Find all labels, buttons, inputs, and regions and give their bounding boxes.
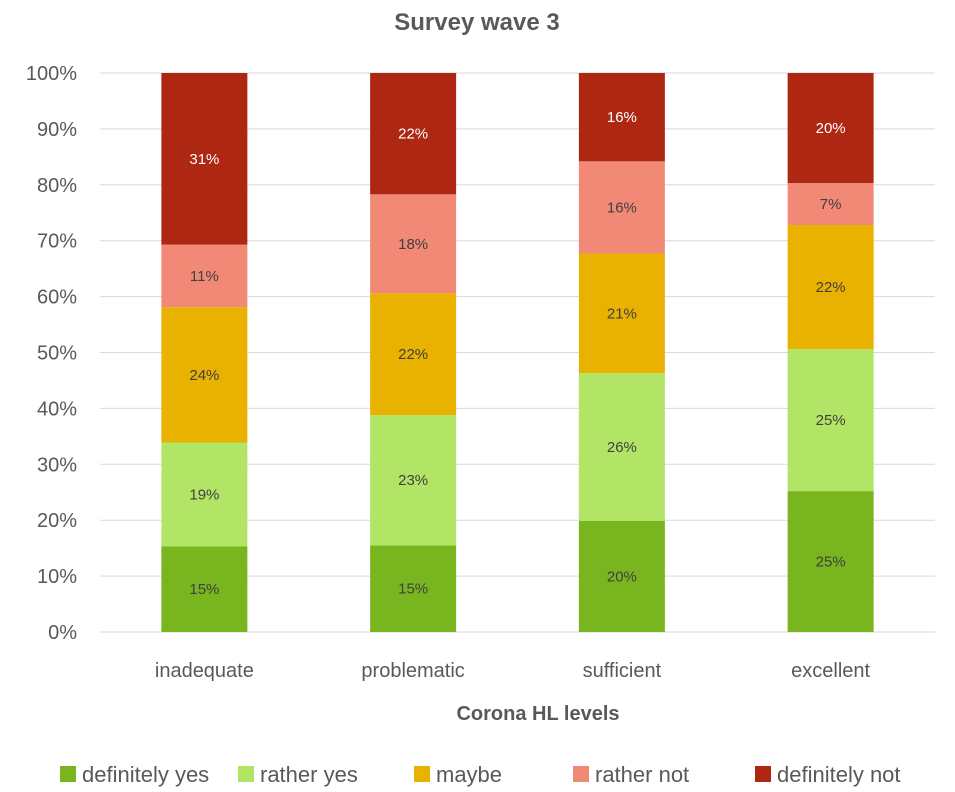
legend-label: rather not (595, 762, 689, 787)
data-label: 24% (189, 367, 219, 384)
data-label: 15% (398, 581, 428, 598)
data-label: 20% (607, 568, 637, 585)
legend-item: rather not (573, 762, 689, 787)
x-tick-label: inadequate (155, 660, 254, 682)
bar-segment (370, 73, 457, 195)
x-axis-title: Corona HL levels (456, 703, 619, 725)
legend-item: maybe (414, 762, 502, 787)
data-label: 22% (816, 279, 846, 296)
legend-item: rather yes (238, 762, 358, 787)
y-tick-label: 20% (37, 510, 77, 532)
bar-segment (370, 415, 457, 546)
bar-segment (578, 73, 665, 162)
bar-segment (578, 253, 665, 374)
x-axis-tick-labels: inadequate problematic sufficient excellent (155, 660, 871, 682)
data-label: 19% (189, 486, 219, 503)
x-tick-label: problematic (361, 660, 464, 682)
data-label: 7% (820, 196, 842, 213)
y-tick-label: 90% (37, 119, 77, 141)
data-label: 25% (816, 554, 846, 571)
legend-label: rather yes (260, 762, 358, 787)
legend-item: definitely not (755, 762, 901, 787)
bar-segment (578, 520, 665, 632)
y-tick-label: 70% (37, 231, 77, 253)
data-label: 25% (816, 412, 846, 429)
y-tick-label: 30% (37, 454, 77, 476)
legend-swatch (573, 766, 589, 782)
legend: definitely yes rather yes maybe rather not d… (60, 762, 901, 787)
y-tick-label: 60% (37, 287, 77, 309)
legend-swatch (414, 766, 430, 782)
x-tick-label: sufficient (583, 660, 662, 682)
y-axis-tick-labels: 0% 10% 20% 30% 40% 50% 60% 70% 80% 90% 100% (26, 63, 77, 644)
bar-segment (161, 546, 248, 632)
bar-segment (787, 183, 874, 226)
data-label: 11% (190, 268, 219, 285)
legend-label: definitely yes (82, 762, 209, 787)
data-labels: 15% 19% 24% 11% 31% 15% 23% 22% 18% 22% 20% 26% 21% 1… (189, 109, 845, 598)
legend-item: definitely yes (60, 762, 209, 787)
data-label: 20% (816, 120, 846, 137)
y-tick-label: 80% (37, 175, 77, 197)
data-label: 15% (189, 581, 219, 598)
data-label: 26% (607, 439, 637, 456)
chart-title: Survey wave 3 (394, 9, 559, 36)
legend-label: maybe (436, 762, 502, 787)
bar-segment (161, 307, 248, 443)
bar-segment (161, 442, 248, 547)
data-label: 16% (607, 109, 637, 126)
x-tick-label: excellent (791, 660, 870, 682)
legend-swatch (755, 766, 771, 782)
y-tick-label: 0% (48, 622, 77, 644)
bar-segment (370, 545, 457, 632)
bar-segment (787, 73, 874, 184)
legend-swatch (238, 766, 254, 782)
data-label: 23% (398, 472, 428, 489)
bar-segment (787, 491, 874, 632)
bar-segment (370, 293, 457, 416)
data-label: 22% (398, 346, 428, 363)
y-tick-label: 50% (37, 343, 77, 365)
y-tick-label: 40% (37, 398, 77, 420)
data-label: 22% (398, 126, 428, 143)
y-tick-label: 10% (37, 566, 77, 588)
bar-segment (787, 225, 874, 350)
y-tick-label: 100% (26, 63, 77, 85)
data-label: 16% (607, 199, 637, 216)
bar-segment (370, 194, 457, 294)
bars (161, 73, 874, 632)
data-label: 31% (189, 151, 219, 168)
bar-segment (578, 161, 665, 254)
bar-segment (578, 373, 665, 521)
legend-swatch (60, 766, 76, 782)
legend-label: definitely not (777, 762, 901, 787)
bar-segment (161, 73, 248, 245)
data-label: 18% (398, 236, 428, 253)
bar-segment (787, 349, 874, 492)
bar-segment (161, 244, 248, 308)
data-label: 21% (607, 305, 637, 322)
